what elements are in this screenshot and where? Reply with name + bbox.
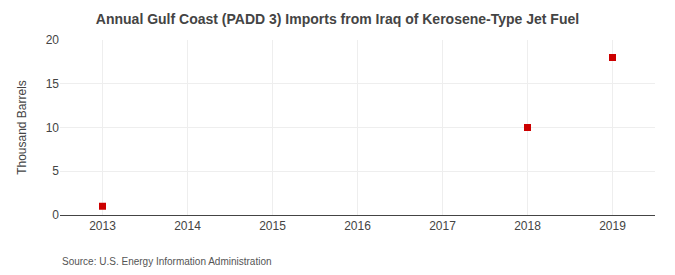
svg-text:2018: 2018 <box>514 219 541 233</box>
svg-text:2017: 2017 <box>429 219 456 233</box>
svg-text:2016: 2016 <box>344 219 371 233</box>
svg-text:2013: 2013 <box>89 219 116 233</box>
svg-text:20: 20 <box>46 33 60 47</box>
svg-text:Thousand Barrels: Thousand Barrels <box>15 80 29 175</box>
svg-text:2015: 2015 <box>259 219 286 233</box>
svg-text:2014: 2014 <box>174 219 201 233</box>
svg-text:Source: U.S. Energy Informatio: Source: U.S. Energy Information Administ… <box>62 256 272 267</box>
svg-text:2019: 2019 <box>599 219 626 233</box>
svg-text:10: 10 <box>46 121 60 135</box>
svg-text:15: 15 <box>46 77 60 91</box>
svg-text:0: 0 <box>52 208 59 222</box>
svg-text:5: 5 <box>52 164 59 178</box>
svg-text:Annual Gulf Coast (PADD 3) Imp: Annual Gulf Coast (PADD 3) Imports from … <box>96 11 579 27</box>
